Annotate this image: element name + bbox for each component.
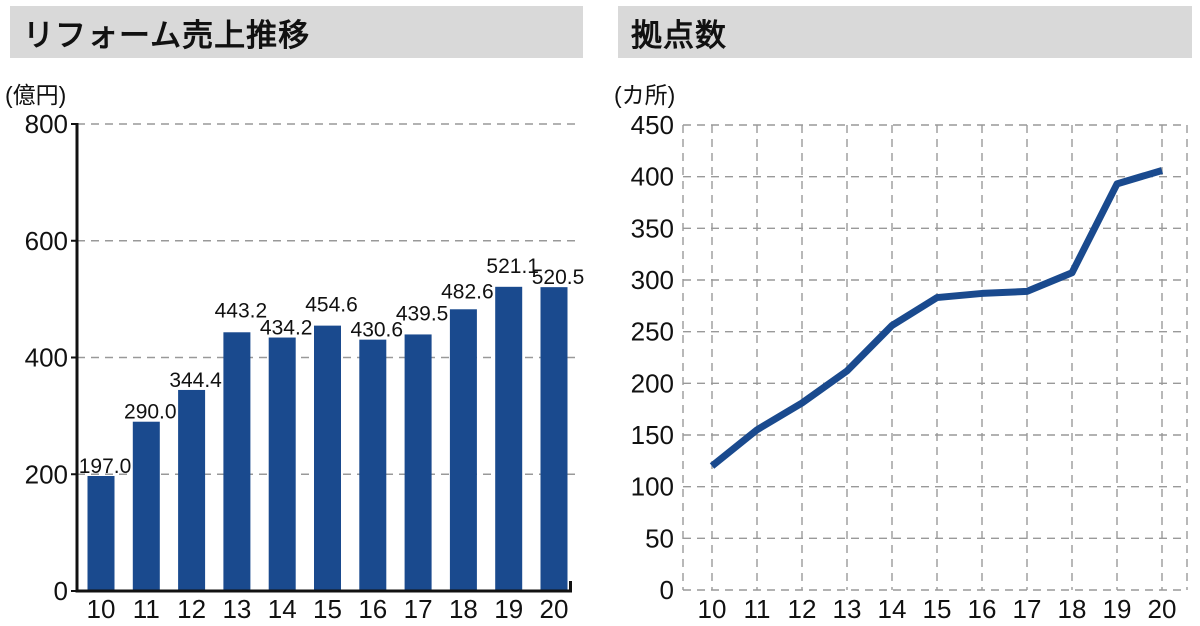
x-axis-label: 19 [1103,594,1132,624]
bar-17 [404,334,432,591]
x-axis-label: 15 [313,594,342,624]
x-axis-label: 11 [133,594,160,624]
x-axis-label: 20 [1148,594,1177,624]
bar-20 [540,287,568,591]
bar-18 [449,309,477,591]
x-axis-label: 13 [222,594,251,624]
bar-value-label: 344.4 [169,369,222,392]
x-axis-label: 10 [698,594,727,624]
bar-value-label: 482.6 [441,280,494,303]
bar-value-label: 454.6 [305,294,358,317]
x-axis-label: 14 [268,594,297,624]
bar-value-label: 521.1 [486,255,539,278]
x-axis-label: 17 [1013,594,1042,624]
x-axis-label: 17 [404,594,433,624]
y-axis-label: 0 [660,575,674,605]
x-axis-label: 10 [87,594,116,624]
bar-14 [268,337,296,591]
locations-header: 拠点数 [618,6,1192,58]
x-axis-label: 19 [494,594,523,624]
y-axis-label: 50 [645,523,674,553]
locations-unit-label: (カ所) [614,82,676,108]
x-axis-label: 15 [923,594,952,624]
bar-19 [495,286,523,591]
bar-13 [223,332,251,591]
bar-10 [87,476,115,591]
y-axis-label: 100 [631,472,674,502]
x-axis-label: 16 [968,594,997,624]
x-axis-label: 18 [1058,594,1087,624]
bar-value-label: 290.0 [124,401,177,424]
y-axis-label: 0 [54,576,68,606]
locations-title: 拠点数 [631,17,727,53]
x-axis-label: 20 [540,594,569,624]
bar-16 [359,339,387,591]
bar-value-label: 443.2 [215,299,268,322]
x-axis-label: 12 [788,594,817,624]
y-axis-label: 400 [631,162,674,192]
bar-value-label: 520.5 [532,266,585,289]
locations-line-series [709,167,1164,469]
x-axis-label: 14 [878,594,907,624]
x-axis-label: 13 [833,594,862,624]
reform-sales-title: リフォーム売上推移 [23,17,311,53]
x-axis-label: 11 [744,594,771,624]
y-axis-label: 800 [25,109,68,139]
y-axis-label: 350 [631,213,674,243]
y-axis-label: 450 [631,110,674,140]
x-axis-label: 16 [358,594,387,624]
y-axis-label: 200 [631,368,674,398]
y-axis-label: 300 [631,265,674,295]
bar-12 [178,389,206,591]
y-axis-label: 200 [25,459,68,489]
reform-sales-header: リフォーム売上推移 [10,6,583,58]
y-axis-label: 600 [25,226,68,256]
bar-11 [132,421,160,591]
x-axis-label: 18 [449,594,478,624]
reform-sales-unit-label: (億円) [5,82,67,108]
bar-15 [314,325,341,591]
y-axis-label: 250 [631,317,674,347]
bar-value-label: 197.0 [79,455,132,478]
bar-value-label: 434.2 [260,317,313,340]
x-axis-label: 12 [177,594,206,624]
bar-value-label: 439.5 [396,302,449,325]
y-axis-label: 400 [25,343,68,373]
bar-value-label: 430.6 [351,319,404,342]
y-axis-label: 150 [631,420,674,450]
